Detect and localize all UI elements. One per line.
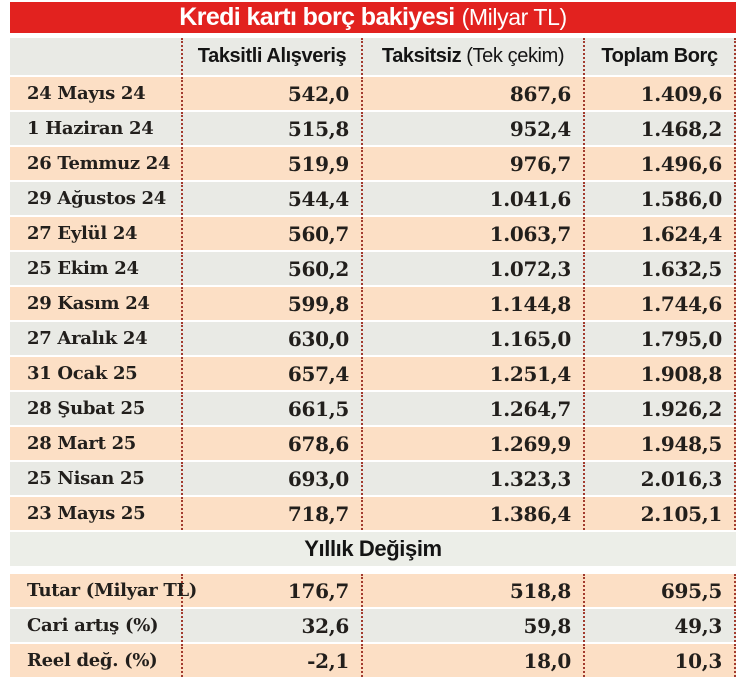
taksitli-value: 678,6 bbox=[183, 427, 363, 460]
taksitsiz-value: 18,0 bbox=[363, 644, 585, 677]
metric-label: Reel değ. (%) bbox=[10, 644, 183, 677]
col-header-toplam: Toplam Borç bbox=[585, 38, 736, 75]
table-row: 31 Ocak 25 657,4 1.251,4 1.908,8 bbox=[10, 357, 736, 392]
taksitli-value: 630,0 bbox=[183, 322, 363, 355]
taksitsiz-value: 1.041,6 bbox=[363, 182, 585, 215]
table-row: 1 Haziran 24 515,8 952,4 1.468,2 bbox=[10, 112, 736, 147]
col-header-empty bbox=[10, 38, 183, 75]
taksitli-value: 519,9 bbox=[183, 147, 363, 180]
table-row: 29 Ağustos 24 544,4 1.041,6 1.586,0 bbox=[10, 182, 736, 217]
toplam-value: 1.948,5 bbox=[585, 427, 736, 460]
taksitli-value: 599,8 bbox=[183, 287, 363, 320]
summary-row: Cari artış (%) 32,6 59,8 49,3 bbox=[10, 609, 736, 644]
header-row: Taksitli Alışveriş Taksitsiz (Tek çekim)… bbox=[10, 38, 736, 77]
date-cell: 26 Temmuz 24 bbox=[10, 147, 183, 180]
taksitli-value: 560,2 bbox=[183, 252, 363, 285]
date-cell: 29 Kasım 24 bbox=[10, 287, 183, 320]
taksitsiz-value: 518,8 bbox=[363, 574, 585, 607]
date-cell: 23 Mayıs 25 bbox=[10, 497, 183, 530]
toplam-value: 1.586,0 bbox=[585, 182, 736, 215]
section-title: Yıllık Değişim bbox=[304, 536, 442, 561]
taksitli-value: 693,0 bbox=[183, 462, 363, 495]
table-row: 27 Eylül 24 560,7 1.063,7 1.624,4 bbox=[10, 217, 736, 252]
table-row: 23 Mayıs 25 718,7 1.386,4 2.105,1 bbox=[10, 497, 736, 532]
toplam-value: 1.496,6 bbox=[585, 147, 736, 180]
toplam-value: 2.016,3 bbox=[585, 462, 736, 495]
date-cell: 28 Mart 25 bbox=[10, 427, 183, 460]
taksitli-value: 542,0 bbox=[183, 77, 363, 110]
taksitli-value: 560,7 bbox=[183, 217, 363, 250]
toplam-value: 1.624,4 bbox=[585, 217, 736, 250]
table-row: 26 Temmuz 24 519,9 976,7 1.496,6 bbox=[10, 147, 736, 182]
date-cell: 31 Ocak 25 bbox=[10, 357, 183, 390]
date-cell: 27 Aralık 24 bbox=[10, 322, 183, 355]
taksitsiz-value: 1.264,7 bbox=[363, 392, 585, 425]
taksitsiz-value: 867,6 bbox=[363, 77, 585, 110]
taksitsiz-value: 1.251,4 bbox=[363, 357, 585, 390]
taksitli-value: 176,7 bbox=[183, 574, 363, 607]
taksitli-value: 544,4 bbox=[183, 182, 363, 215]
taksitsiz-value: 952,4 bbox=[363, 112, 585, 145]
toplam-value: 1.409,6 bbox=[585, 77, 736, 110]
taksitsiz-value: 59,8 bbox=[363, 609, 585, 642]
date-cell: 27 Eylül 24 bbox=[10, 217, 183, 250]
col-header-taksitsiz-bold: Taksitsiz bbox=[381, 45, 462, 67]
toplam-value: 1.744,6 bbox=[585, 287, 736, 320]
page-title: Kredi kartı borç bakiyesi bbox=[179, 3, 455, 31]
section-header: Yıllık Değişim bbox=[10, 532, 736, 574]
summary-row: Tutar (Milyar TL) 176,7 518,8 695,5 bbox=[10, 574, 736, 609]
toplam-value: 1.908,8 bbox=[585, 357, 736, 390]
taksitsiz-value: 1.323,3 bbox=[363, 462, 585, 495]
title-unit: (Milyar TL) bbox=[461, 4, 567, 30]
table-row: 28 Mart 25 678,6 1.269,9 1.948,5 bbox=[10, 427, 736, 462]
table-row: 25 Nisan 25 693,0 1.323,3 2.016,3 bbox=[10, 462, 736, 497]
table-row: 29 Kasım 24 599,8 1.144,8 1.744,6 bbox=[10, 287, 736, 322]
taksitsiz-value: 1.165,0 bbox=[363, 322, 585, 355]
taksitsiz-value: 1.269,9 bbox=[363, 427, 585, 460]
taksitsiz-value: 1.063,7 bbox=[363, 217, 585, 250]
metric-label: Tutar (Milyar TL) bbox=[10, 574, 197, 607]
col-header-taksitli: Taksitli Alışveriş bbox=[183, 38, 363, 75]
taksitsiz-value: 1.386,4 bbox=[363, 497, 585, 530]
title-banner: Kredi kartı borç bakiyesi (Milyar TL) bbox=[10, 2, 736, 33]
date-cell: 25 Ekim 24 bbox=[10, 252, 183, 285]
date-cell: 29 Ağustos 24 bbox=[10, 182, 183, 215]
table-row: 28 Şubat 25 661,5 1.264,7 1.926,2 bbox=[10, 392, 736, 427]
taksitli-value: 661,5 bbox=[183, 392, 363, 425]
toplam-value: 1.632,5 bbox=[585, 252, 736, 285]
date-cell: 28 Şubat 25 bbox=[10, 392, 183, 425]
taksitli-value: 515,8 bbox=[183, 112, 363, 145]
taksitsiz-value: 1.144,8 bbox=[363, 287, 585, 320]
date-cell: 25 Nisan 25 bbox=[10, 462, 183, 495]
taksitli-value: -2,1 bbox=[183, 644, 363, 677]
debt-table: Taksitli Alışveriş Taksitsiz (Tek çekim)… bbox=[10, 38, 736, 679]
col-header-taksitsiz-sub: (Tek çekim) bbox=[466, 45, 565, 67]
date-cell: 24 Mayıs 24 bbox=[10, 77, 183, 110]
table-row: 25 Ekim 24 560,2 1.072,3 1.632,5 bbox=[10, 252, 736, 287]
toplam-value: 49,3 bbox=[585, 609, 736, 642]
toplam-value: 1.468,2 bbox=[585, 112, 736, 145]
toplam-value: 2.105,1 bbox=[585, 497, 736, 530]
taksitsiz-value: 976,7 bbox=[363, 147, 585, 180]
date-cell: 1 Haziran 24 bbox=[10, 112, 183, 145]
table-row: 24 Mayıs 24 542,0 867,6 1.409,6 bbox=[10, 77, 736, 112]
taksitli-value: 657,4 bbox=[183, 357, 363, 390]
taksitli-value: 718,7 bbox=[183, 497, 363, 530]
taksitli-value: 32,6 bbox=[183, 609, 363, 642]
toplam-value: 695,5 bbox=[585, 574, 736, 607]
metric-label: Cari artış (%) bbox=[10, 609, 183, 642]
toplam-value: 1.926,2 bbox=[585, 392, 736, 425]
table-row: 27 Aralık 24 630,0 1.165,0 1.795,0 bbox=[10, 322, 736, 357]
toplam-value: 1.795,0 bbox=[585, 322, 736, 355]
col-header-taksitsiz: Taksitsiz (Tek çekim) bbox=[363, 38, 585, 75]
taksitsiz-value: 1.072,3 bbox=[363, 252, 585, 285]
toplam-value: 10,3 bbox=[585, 644, 736, 677]
